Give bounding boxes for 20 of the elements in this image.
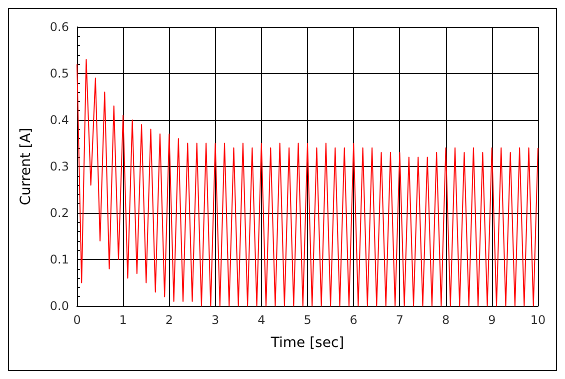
y-tick-label: 0.2 <box>50 206 69 220</box>
x-tick-label: 4 <box>258 313 266 327</box>
x-tick-label: 1 <box>119 313 127 327</box>
x-tick-label: 8 <box>442 313 450 327</box>
x-tick-label: 7 <box>396 313 404 327</box>
y-tick-label: 0.0 <box>50 299 69 313</box>
x-tick-label: 3 <box>211 313 220 327</box>
y-axis-title: Current [A] <box>18 128 34 206</box>
x-tick-label: 10 <box>530 313 546 327</box>
x-tick-label: 6 <box>350 313 358 327</box>
x-tick-label: 0 <box>73 313 81 327</box>
x-tick-label: 5 <box>304 313 312 327</box>
y-tick-label: 0.1 <box>50 252 69 266</box>
x-tick-label: 9 <box>488 313 496 327</box>
y-tick-label: 0.6 <box>50 20 69 34</box>
x-axis-title: Time [sec] <box>270 335 344 351</box>
y-tick-label: 0.3 <box>50 160 69 174</box>
y-tick-label: 0.5 <box>50 66 69 80</box>
y-tick-label: 0.4 <box>50 113 69 127</box>
x-tick-label: 2 <box>165 313 174 327</box>
